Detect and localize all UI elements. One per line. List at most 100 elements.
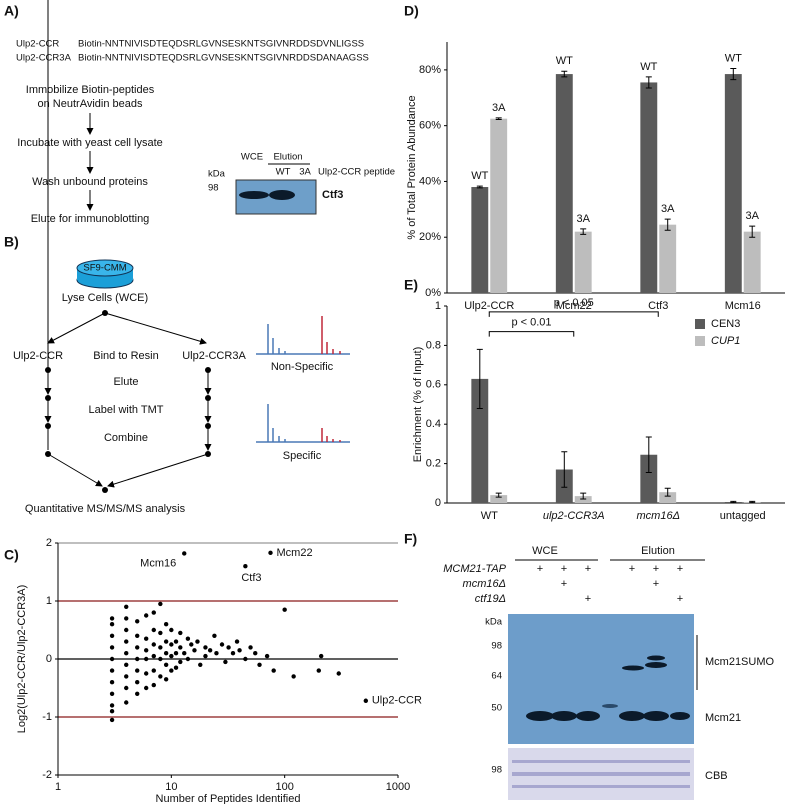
point [109, 709, 115, 714]
bracket [488, 311, 659, 317]
error-bar [495, 117, 502, 121]
point [124, 616, 129, 621]
point [257, 662, 262, 667]
y-tick-label: 1 [46, 595, 52, 607]
panel-label: F) [404, 531, 417, 547]
point [336, 671, 341, 676]
error-bar [730, 67, 737, 81]
point [124, 627, 129, 633]
point [151, 668, 156, 673]
point [158, 645, 163, 650]
point [291, 674, 296, 679]
plus: + [653, 563, 659, 575]
band-label: Mcm21SUMO [705, 656, 775, 668]
spectrum-label: Specific [283, 450, 322, 462]
point [109, 668, 115, 673]
x-tick-label: Mcm22 [556, 300, 592, 312]
legend-label: CUP1 [711, 335, 740, 347]
bar-label: WT [725, 52, 742, 64]
blot-group: Elution [273, 152, 302, 163]
y-tick-label: 0.2 [426, 458, 441, 470]
error-bar [749, 500, 756, 504]
point [158, 674, 163, 679]
step: Bind to Resin [93, 350, 158, 362]
error-bar [580, 228, 587, 235]
bar [490, 118, 508, 293]
point [212, 633, 217, 638]
point [264, 653, 270, 659]
step: Wash unbound proteins [32, 176, 148, 188]
point [282, 607, 287, 612]
legend-swatch [695, 336, 705, 346]
point [316, 668, 321, 673]
error-bar [645, 76, 652, 89]
bar [724, 74, 742, 293]
y-tick-label: -1 [42, 711, 52, 723]
lane-label: 3A [299, 167, 311, 178]
point [151, 682, 156, 688]
point [214, 651, 219, 656]
point [203, 653, 208, 659]
point [192, 648, 197, 653]
point [195, 639, 200, 644]
point-label: Ulp2-CCR [372, 695, 422, 707]
annotation: p < 0.01 [511, 317, 551, 329]
error-bar [476, 348, 483, 409]
spectrum-label: Non-Specific [271, 361, 334, 373]
y-axis-label: Log2(Ulp2-CCR/Ulp2-CCR3A) [16, 585, 28, 734]
step: Elute [113, 376, 138, 388]
point [169, 642, 174, 647]
peptide-label: Ulp2-CCR peptide [318, 167, 395, 178]
bar-label: 3A [661, 203, 675, 215]
plus: + [585, 593, 591, 605]
point [135, 656, 140, 662]
point [109, 616, 115, 621]
y-tick-label: 0% [425, 287, 441, 299]
point [163, 622, 169, 627]
point [169, 668, 174, 673]
point [237, 648, 242, 653]
error-bar [495, 492, 502, 498]
seq-name: Ulp2-CCR3A [16, 53, 72, 64]
point [185, 636, 191, 641]
point [248, 645, 253, 650]
point [169, 627, 174, 633]
error-bar [645, 436, 652, 473]
error-bar [561, 70, 568, 78]
point [124, 674, 129, 679]
point [173, 665, 179, 670]
error-bar [476, 185, 483, 189]
sequence: Biotin-NNTNIVISDTEQDSRLGVNSESKNTSGIVNRDD… [78, 39, 364, 50]
point [363, 698, 369, 703]
plus: + [629, 563, 635, 575]
point [109, 703, 115, 708]
point [219, 642, 225, 647]
point [135, 645, 140, 650]
point [124, 651, 129, 656]
bar-label: WT [640, 61, 657, 73]
marker: 64 [491, 671, 502, 682]
panel-label: A) [4, 3, 19, 19]
step: on NeutrAvidin beads [38, 98, 143, 110]
bar [640, 454, 658, 503]
marker: 98 [491, 765, 502, 776]
point [143, 613, 149, 618]
bar [743, 231, 761, 293]
x-tick-label: untagged [720, 510, 766, 522]
point [318, 653, 324, 659]
row-label: ctf19Δ [475, 593, 506, 605]
point [234, 639, 240, 644]
point [143, 648, 149, 653]
step: Immobilize Biotin-peptides [26, 84, 155, 96]
point [203, 645, 208, 650]
point [163, 677, 169, 682]
point [109, 645, 115, 650]
x-tick-label: ulp2-CCR3A [543, 510, 605, 522]
bar [490, 495, 508, 503]
point [173, 639, 179, 644]
point [109, 622, 115, 627]
step: Elute for immunoblotting [31, 213, 150, 225]
bar [659, 492, 677, 503]
x-tick-label: 1 [55, 781, 61, 793]
